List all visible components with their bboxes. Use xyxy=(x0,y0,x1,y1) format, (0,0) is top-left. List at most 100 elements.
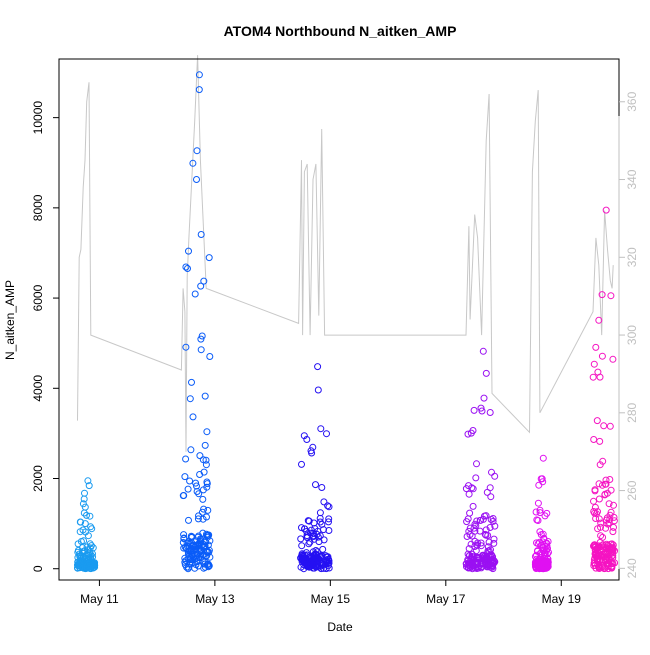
data-point xyxy=(484,543,492,551)
data-point xyxy=(477,404,485,412)
data-point xyxy=(305,540,313,548)
data-point xyxy=(325,503,333,511)
peak-point xyxy=(195,71,203,79)
data-point xyxy=(189,413,197,421)
y-tick-label: 8000 xyxy=(31,194,45,221)
data-point xyxy=(80,495,88,503)
peak-point xyxy=(539,454,547,462)
data-point xyxy=(206,353,214,360)
data-point xyxy=(309,443,317,451)
x-tick-label: May 15 xyxy=(311,592,351,606)
data-point xyxy=(594,557,602,565)
data-point xyxy=(490,539,498,547)
data-point xyxy=(86,512,94,520)
data-point xyxy=(202,461,210,469)
data-point xyxy=(193,147,201,155)
data-point xyxy=(199,515,207,523)
data-point xyxy=(469,427,477,434)
data-point xyxy=(202,553,210,560)
data-point xyxy=(76,528,84,536)
data-point xyxy=(196,452,204,460)
data-point xyxy=(601,490,609,498)
data-point xyxy=(480,394,488,402)
data-point xyxy=(469,485,477,493)
y2-tick-label: 300 xyxy=(625,325,639,345)
data-point xyxy=(305,517,313,525)
data-point xyxy=(539,561,547,569)
data-point xyxy=(536,528,544,536)
data-point xyxy=(197,335,205,343)
data-point xyxy=(81,564,89,572)
data-point xyxy=(180,531,188,539)
data-point xyxy=(545,548,552,556)
data-point xyxy=(197,231,205,238)
data-point xyxy=(194,515,202,523)
data-point xyxy=(471,537,479,545)
data-point xyxy=(196,471,204,478)
data-point xyxy=(591,487,599,495)
x-tick-label: May 17 xyxy=(426,592,466,606)
data-point xyxy=(464,550,472,558)
data-point xyxy=(195,86,203,94)
data-point xyxy=(317,425,325,433)
data-point xyxy=(311,562,319,570)
data-point xyxy=(201,441,209,449)
x-axis-label: Date xyxy=(327,620,353,634)
data-point xyxy=(534,517,542,524)
data-point xyxy=(187,547,195,555)
data-point xyxy=(83,543,91,551)
peak-point xyxy=(602,206,610,214)
data-point xyxy=(85,482,93,490)
y-tick-label: 10000 xyxy=(31,101,45,135)
data-point xyxy=(484,547,492,555)
series-6 xyxy=(589,206,619,573)
data-point xyxy=(470,524,478,532)
y-tick-label: 2000 xyxy=(31,465,45,492)
x-tick-label: May 13 xyxy=(195,592,235,606)
data-point xyxy=(606,511,614,519)
data-point xyxy=(305,562,312,570)
data-point xyxy=(472,553,480,561)
data-point xyxy=(297,535,305,543)
data-point xyxy=(312,481,319,489)
data-point xyxy=(472,474,480,482)
data-point xyxy=(463,533,471,540)
data-point xyxy=(593,417,601,425)
data-point xyxy=(303,436,311,443)
data-point xyxy=(533,551,540,559)
data-point xyxy=(184,485,192,493)
data-point xyxy=(596,373,604,381)
data-point xyxy=(180,535,188,543)
data-point xyxy=(314,386,322,394)
data-point xyxy=(595,316,603,324)
data-point xyxy=(191,564,199,572)
data-point xyxy=(184,565,192,573)
y2-tick-label: 320 xyxy=(625,247,639,267)
data-point xyxy=(599,543,607,551)
y2-tick-label: 260 xyxy=(625,480,639,500)
data-point xyxy=(312,547,320,554)
data-point xyxy=(301,525,309,533)
peak-point xyxy=(314,363,322,371)
data-point xyxy=(595,495,603,503)
data-point xyxy=(603,556,611,564)
x-axis: May 11 May 13 May 15 May 17 May 19 xyxy=(80,579,581,606)
data-point xyxy=(468,484,476,492)
data-point xyxy=(543,550,551,558)
data-point xyxy=(482,369,490,377)
data-point xyxy=(199,486,207,494)
data-point xyxy=(598,291,606,299)
data-point xyxy=(473,541,481,549)
data-point xyxy=(205,254,213,262)
data-point xyxy=(188,378,195,386)
data-point xyxy=(596,552,604,560)
data-point xyxy=(200,538,208,546)
data-point xyxy=(318,552,326,560)
data-point xyxy=(463,563,470,571)
data-point xyxy=(195,532,203,540)
data-point xyxy=(198,332,206,340)
data-point xyxy=(186,395,194,403)
data-point xyxy=(192,479,200,487)
y2-tick-label: 240 xyxy=(625,558,639,578)
data-point xyxy=(320,498,328,506)
